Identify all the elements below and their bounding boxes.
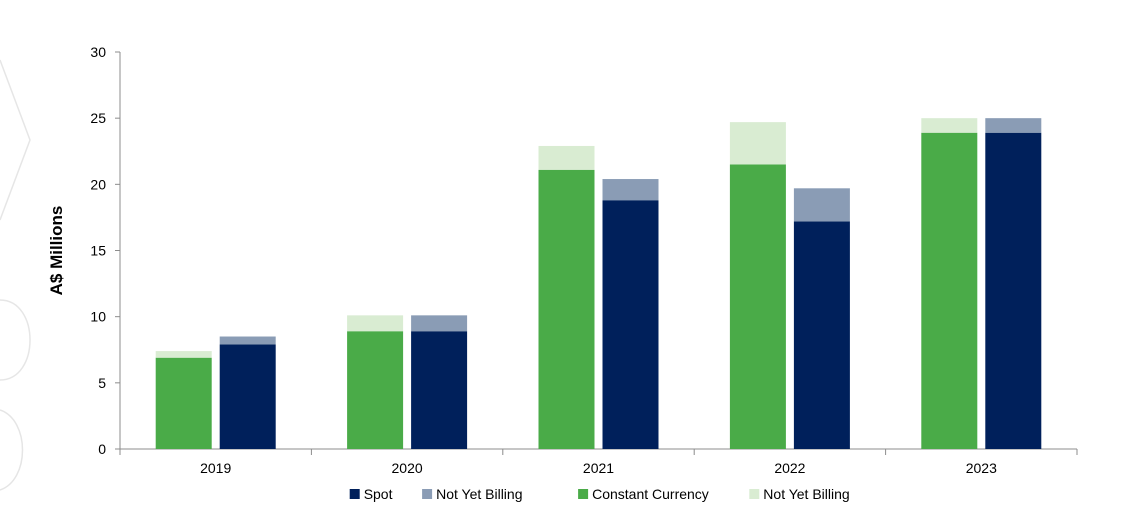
bar-segment-not-yet-billing-2023	[985, 118, 1042, 133]
axis-labels: 0 5 10 15 20 25 30 A$ Millions 2019 2020 2021 2022 2…	[47, 44, 997, 476]
legend-swatch	[349, 489, 360, 499]
bar-segment-not-yet-billing-2022	[729, 122, 786, 165]
bar-segment-spot-2019	[219, 344, 276, 449]
x-tick-label: 2023	[966, 460, 997, 476]
axes	[115, 51, 1078, 455]
bar-segment-constant-currency-2019	[155, 357, 212, 449]
bar-segment-constant-currency-2022	[729, 164, 786, 449]
bar-segment-constant-currency-2020	[347, 331, 404, 449]
bar-segment-constant-currency-2023	[921, 132, 978, 449]
legend: Spot Not Yet Billing Constant Currency Not …	[349, 486, 850, 502]
legend-label: Not Yet Billing	[763, 486, 849, 502]
x-tick-label: 2020	[392, 460, 423, 476]
y-tick-label: 10	[90, 309, 106, 325]
y-tick-label: 20	[90, 176, 106, 192]
y-tick-label: 0	[98, 441, 106, 457]
x-tick-label: 2021	[583, 460, 614, 476]
legend-label: Constant Currency	[592, 486, 709, 502]
bar-segment-not-yet-billing-2021	[602, 179, 659, 201]
bar-segment-not-yet-billing-2022	[793, 188, 850, 222]
legend-swatch	[578, 489, 589, 499]
bars	[155, 118, 1042, 449]
bar-segment-spot-2021	[602, 200, 659, 449]
bar-segment-constant-currency-2021	[538, 169, 595, 449]
y-tick-label: 25	[90, 110, 106, 126]
bar-segment-not-yet-billing-2019	[155, 351, 212, 358]
y-tick-label: 15	[90, 243, 106, 259]
bar-segment-spot-2022	[793, 221, 850, 449]
x-tick-label: 2019	[200, 460, 231, 476]
y-tick-label: 5	[98, 375, 106, 391]
bar-segment-spot-2023	[985, 132, 1042, 449]
legend-label: Not Yet Billing	[436, 486, 522, 502]
bar-segment-not-yet-billing-2021	[538, 145, 595, 170]
bar-segment-not-yet-billing-2020	[411, 315, 468, 332]
legend-swatch	[749, 489, 760, 499]
y-axis-title: A$ Millions	[47, 206, 66, 296]
bar-segment-not-yet-billing-2020	[347, 315, 404, 332]
legend-swatch	[422, 489, 433, 499]
y-tick-label: 30	[90, 44, 106, 60]
bar-segment-not-yet-billing-2019	[219, 336, 276, 345]
bar-segment-spot-2020	[411, 331, 468, 449]
bar-segment-not-yet-billing-2023	[921, 118, 978, 133]
legend-label: Spot	[364, 486, 393, 502]
x-tick-label: 2022	[774, 460, 805, 476]
watermark	[0, 59, 31, 491]
